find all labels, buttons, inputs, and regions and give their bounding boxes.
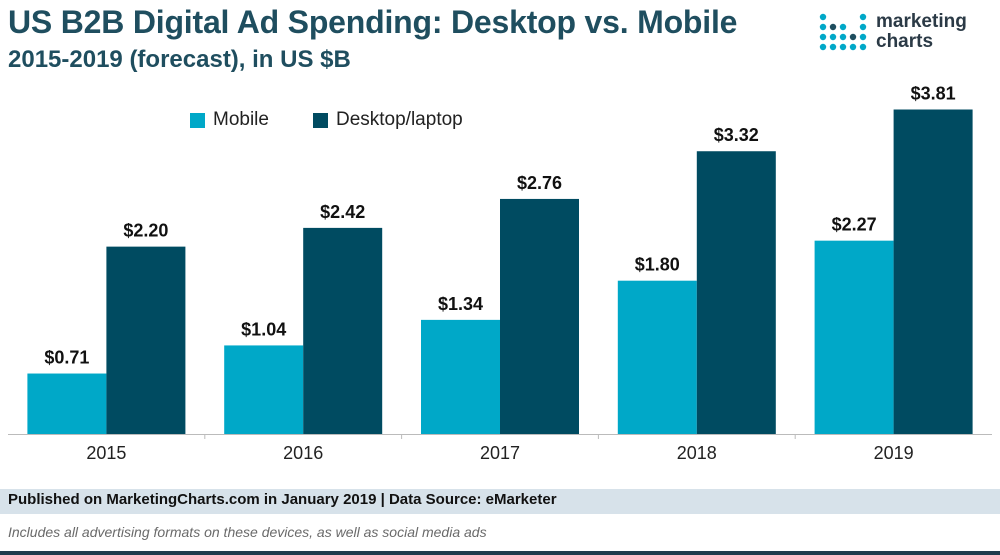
data-label-mobile-2019: $2.27 — [832, 215, 877, 235]
logo-dots-icon — [819, 13, 867, 51]
bar-desktop-2015 — [106, 246, 186, 434]
bar-mobile-2019 — [814, 240, 894, 434]
legend-label-desktop: Desktop/laptop — [335, 109, 463, 130]
legend-swatch-desktop — [312, 112, 328, 128]
data-label-desktop-2019: $3.81 — [911, 84, 956, 104]
data-label-mobile-2017: $1.34 — [438, 294, 483, 314]
data-label-desktop-2016: $2.42 — [320, 202, 365, 222]
chart-subtitle: 2015-2019 (forecast), in US $B — [8, 46, 351, 73]
bar-mobile-2016 — [224, 345, 304, 434]
bar-desktop-2017 — [500, 198, 579, 434]
chart-title: US B2B Digital Ad Spending: Desktop vs. … — [8, 4, 738, 40]
footer-source-bar: Published on MarketingCharts.com in Janu… — [0, 489, 1000, 514]
data-label-mobile-2015: $0.71 — [44, 348, 89, 368]
logo-wordmark: marketing charts — [876, 12, 967, 52]
data-label-desktop-2015: $2.20 — [123, 221, 168, 241]
logo-line-1: marketing — [876, 11, 967, 32]
footer-note: Includes all advertising formats on thes… — [8, 524, 487, 540]
x-tick-label-2017: 2017 — [480, 443, 520, 463]
footer-source-text: Published on MarketingCharts.com in Janu… — [8, 491, 557, 508]
logo-line-2: charts — [876, 31, 934, 52]
x-tick-label-2015: 2015 — [86, 443, 126, 463]
bar-mobile-2015 — [27, 373, 107, 434]
data-label-mobile-2018: $1.80 — [635, 255, 680, 275]
data-label-desktop-2018: $3.32 — [714, 125, 759, 145]
x-tick-label-2019: 2019 — [874, 443, 914, 463]
bar-chart: $0.71 $2.20 2015 $1.04 $2.42 2016 $1.34 $2.76 20… — [8, 84, 992, 463]
bar-desktop-2018 — [696, 151, 776, 434]
legend-label-mobile: Mobile — [213, 109, 269, 130]
marketingcharts-logo[interactable]: marketing charts — [818, 10, 988, 60]
chart-legend: Mobile Desktop/laptop — [190, 108, 507, 132]
x-tick-label-2018: 2018 — [677, 443, 717, 463]
bar-mobile-2017 — [421, 319, 500, 434]
data-label-desktop-2017: $2.76 — [517, 173, 562, 193]
x-tick-label-2016: 2016 — [283, 443, 323, 463]
data-label-mobile-2016: $1.04 — [241, 319, 286, 339]
bar-mobile-2018 — [617, 280, 697, 434]
bar-desktop-2019 — [893, 109, 973, 435]
bottom-divider — [0, 551, 1000, 555]
bar-desktop-2016 — [303, 227, 383, 434]
legend-swatch-mobile — [190, 112, 205, 128]
legend-item-mobile: Mobile — [190, 109, 269, 131]
legend-item-desktop: Desktop/laptop — [312, 109, 463, 131]
